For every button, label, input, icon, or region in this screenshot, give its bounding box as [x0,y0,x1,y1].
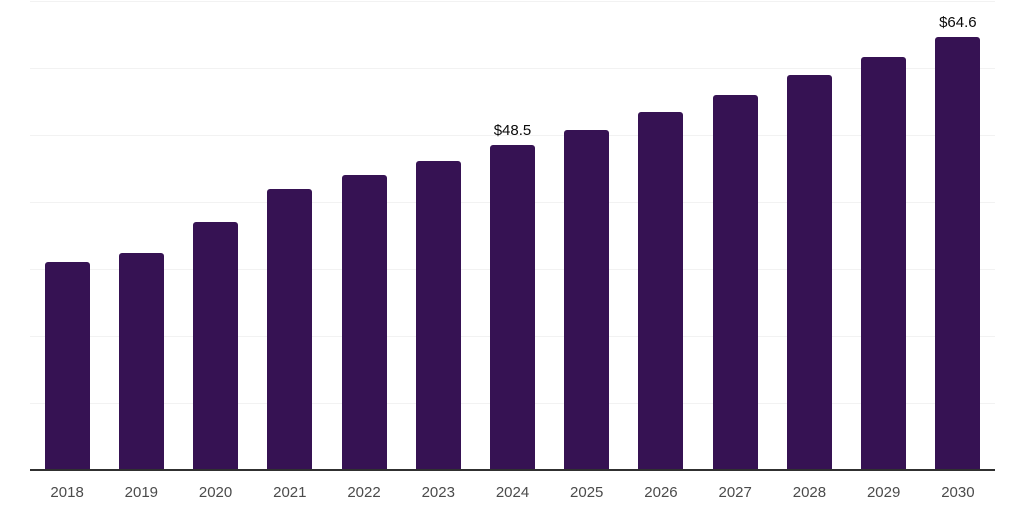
bar-2018 [44,262,90,470]
bar-2030 [935,37,981,470]
x-axis-label-2019: 2019 [124,484,159,501]
bar-2019 [118,252,164,470]
bar-2028 [786,75,832,470]
x-axis-label-2021: 2021 [273,484,307,501]
bar-2023 [415,161,461,470]
x-axis-label-2022: 2022 [347,484,381,501]
gridline-70 [30,1,995,2]
bar-2026 [638,112,684,470]
value-label-2024: $48.5 [493,122,532,140]
x-axis-label-2018: 2018 [50,484,84,501]
gridline-60 [30,68,995,69]
x-axis-label-2025: 2025 [570,484,604,501]
bar-2027 [712,94,758,470]
x-axis-label-2024: 2024 [495,484,530,501]
bar-2020 [193,222,239,470]
x-axis-label-2023: 2023 [421,484,455,501]
bar-2022 [341,174,387,470]
x-axis-label-2029: 2029 [866,484,901,501]
x-axis-label-2028: 2028 [792,484,827,501]
x-axis-label-2026: 2026 [644,484,678,501]
bar-2025 [564,129,610,470]
x-axis-label-2027: 2027 [718,484,752,501]
x-axis-label-2030: 2030 [941,484,975,501]
value-label-2030: $64.6 [939,14,977,32]
x-axis-line [30,469,995,471]
bar-2024 [490,145,535,470]
x-axis-label-2020: 2020 [198,484,233,501]
bar-2029 [861,57,907,470]
bar-2021 [267,189,313,470]
